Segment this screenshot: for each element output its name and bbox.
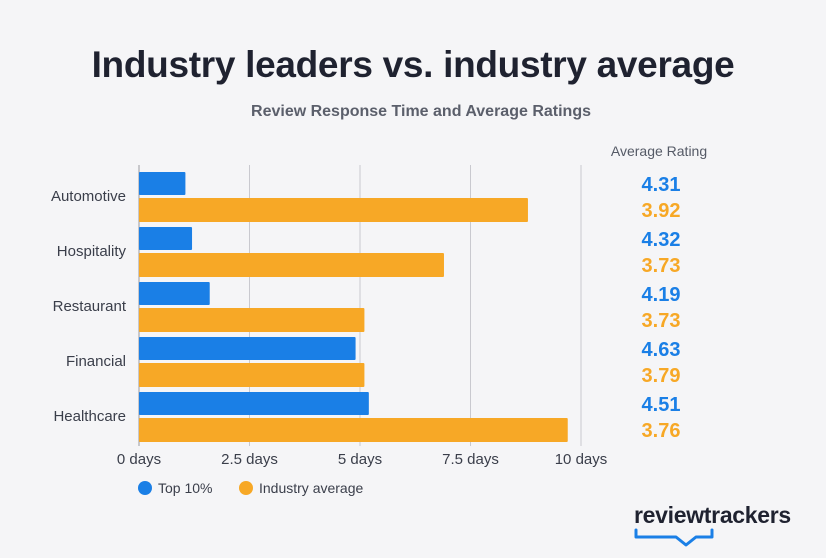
- bar-industry-average: [139, 363, 365, 387]
- rating-value: 4.32: [642, 229, 681, 251]
- bar-industry-average: [139, 418, 568, 442]
- rating-value: 3.92: [642, 200, 681, 222]
- rating-value: 3.76: [642, 420, 681, 442]
- legend-label: Industry average: [259, 480, 363, 496]
- rating-value: 4.63: [642, 339, 681, 361]
- legend-marker: [138, 481, 152, 495]
- rating-values: 4.31 3.92 4.32 3.73 4.19 3.73 4.63 3.79 4.51 3.76: [642, 174, 681, 442]
- legend-label: Top 10%: [158, 480, 212, 496]
- bar-industry-average: [139, 198, 528, 222]
- category-label: Restaurant: [53, 298, 127, 315]
- category-label: Healthcare: [53, 408, 126, 425]
- reviewtrackers-logo: reviewtrackers: [634, 502, 791, 528]
- x-tick-label: 0 days: [117, 451, 161, 468]
- rating-value: 4.31: [642, 174, 681, 196]
- rating-value: 4.19: [642, 284, 681, 306]
- bar-top-10: [139, 282, 210, 305]
- bar-top-10: [139, 337, 356, 360]
- rating-value: 4.51: [642, 394, 681, 416]
- bar-industry-average: [139, 308, 365, 332]
- rating-value: 3.73: [642, 310, 681, 332]
- category-label: Automotive: [51, 188, 126, 205]
- bars: [139, 172, 568, 442]
- legend-marker: [239, 481, 253, 495]
- rating-value: 3.73: [642, 255, 681, 277]
- category-labels: Automotive Hospitality Restaurant Financial…: [51, 188, 127, 425]
- bar-top-10: [139, 172, 186, 195]
- x-tick-label: 10 days: [555, 451, 608, 468]
- x-tick-label: 7.5 days: [442, 451, 499, 468]
- chart-subtitle: Review Response Time and Average Ratings: [251, 103, 591, 120]
- rating-value: 3.79: [642, 365, 681, 387]
- chart-title: Industry leaders vs. industry average: [91, 44, 735, 85]
- average-rating-header: Average Rating: [610, 143, 708, 159]
- bar-top-10: [139, 392, 369, 415]
- x-tick-label: 2.5 days: [221, 451, 278, 468]
- x-axis-ticks: 0 days 2.5 days 5 days 7.5 days 10 days: [117, 451, 607, 468]
- category-label: Financial: [66, 353, 126, 370]
- bar-top-10: [139, 227, 193, 250]
- bar-industry-average: [139, 253, 444, 277]
- logo-speech-tail-icon: [634, 528, 714, 547]
- x-tick-label: 5 days: [338, 451, 382, 468]
- category-label: Hospitality: [57, 243, 127, 260]
- legend: Top 10% Industry average: [138, 480, 363, 496]
